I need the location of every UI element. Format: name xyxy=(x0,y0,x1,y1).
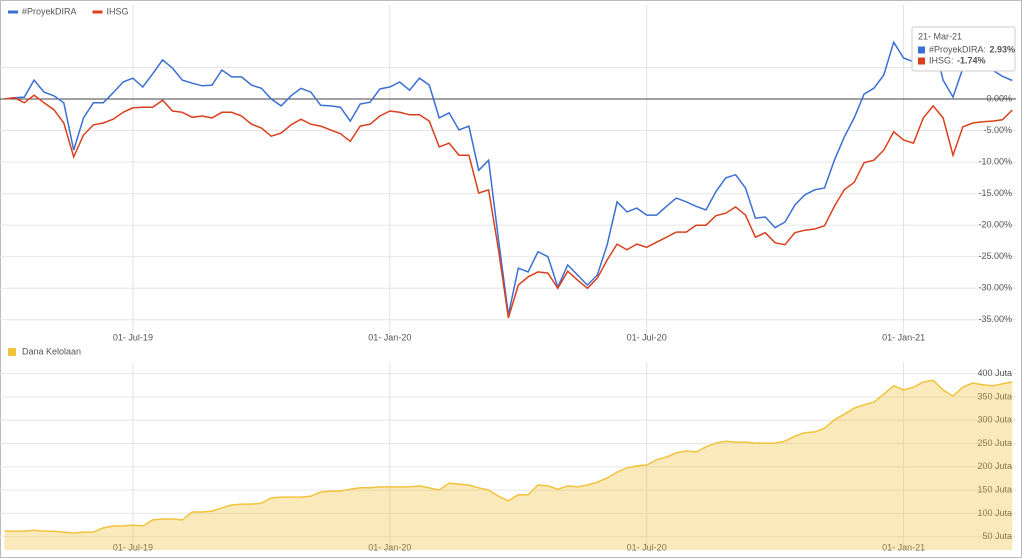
x-tick-label: 01- Jul-19 xyxy=(113,332,153,342)
y-tick-label: -20.00% xyxy=(978,220,1012,230)
tooltip-box xyxy=(911,26,1016,72)
x-tick-label: 01- Jul-19 xyxy=(113,542,153,552)
tooltip-swatch xyxy=(918,46,925,54)
y-tick-label: 400 Juta xyxy=(977,368,1012,378)
chart-line: 01- Jul-19 01- Jan-20 01- Jul-20 01- Jan-21… xyxy=(0,5,1016,342)
legend-swatch xyxy=(8,348,16,356)
y-tick-label: -35.00% xyxy=(978,314,1012,324)
y-tick-label: 350 Juta xyxy=(977,391,1012,401)
tooltip-name: #ProyekDIRA xyxy=(929,44,984,54)
y-tick-label: -15.00% xyxy=(978,188,1012,198)
y-tick-label: 150 Juta xyxy=(977,485,1012,495)
x-tick-label: 01- Jan-20 xyxy=(368,542,411,552)
y-tick-label: 50 Juta xyxy=(982,531,1012,541)
y-tick-label: 250 Juta xyxy=(977,438,1012,448)
y-tick-label: 0.00% xyxy=(986,93,1012,103)
tooltip-value: 2.93% xyxy=(990,44,1016,54)
x-tick-label: 01- Jul-20 xyxy=(627,542,667,552)
y-tick-label: 300 Juta xyxy=(977,415,1012,425)
tooltip: 21- Mar-21#ProyekDIRA:2.93%IHSG: -1.74% xyxy=(911,26,1016,72)
line-series xyxy=(4,94,1013,319)
legend-swatch xyxy=(8,10,18,14)
tooltip-name: IHSG xyxy=(929,55,951,65)
x-tick-label: 01- Jan-21 xyxy=(882,542,925,552)
y-tick-label: 100 Juta xyxy=(977,508,1012,518)
y-tick-label: -5.00% xyxy=(983,125,1012,135)
x-tick-label: 01- Jul-20 xyxy=(627,332,667,342)
area-outline xyxy=(4,379,1013,534)
tooltip-swatch xyxy=(918,57,925,65)
x-tick-label: 01- Jan-21 xyxy=(882,332,925,342)
chart-area: 01- Jul-19 01- Jan-20 01- Jul-20 01- Jan-21… xyxy=(0,346,1016,552)
tooltip-title: 21- Mar-21 xyxy=(918,31,962,41)
legend-label: Dana Kelolaan xyxy=(22,346,81,356)
y-tick-label: -10.00% xyxy=(978,156,1012,166)
legend-swatch xyxy=(92,10,103,14)
legend-label: IHSG xyxy=(107,6,129,16)
y-tick-label: -25.00% xyxy=(978,251,1012,261)
y-tick-label: -30.00% xyxy=(978,283,1012,293)
tooltip-value: -1.74% xyxy=(957,55,986,65)
legend-label: #ProyekDIRA xyxy=(22,6,77,16)
tooltip-sep: : xyxy=(984,44,987,54)
tooltip-sep: : xyxy=(951,55,954,65)
y-tick-label: 200 Juta xyxy=(977,461,1012,471)
x-tick-label: 01- Jan-20 xyxy=(368,332,411,342)
area-series xyxy=(4,380,1013,550)
